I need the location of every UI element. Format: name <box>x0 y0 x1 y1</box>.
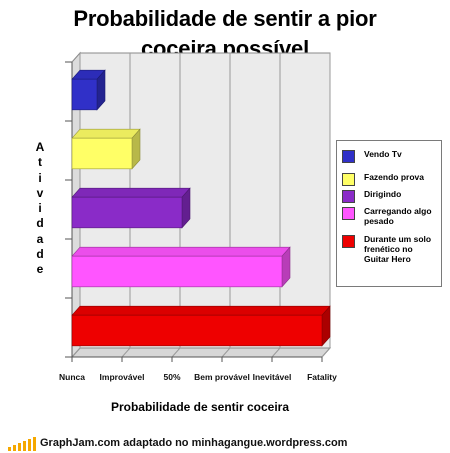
x-tick-label: Fatality <box>307 372 337 382</box>
floor-gridline <box>321 347 331 358</box>
legend-label: Fazendo prova <box>364 172 444 182</box>
x-tick-label: 50% <box>163 372 180 382</box>
legend-swatch <box>342 235 355 248</box>
floor-gridline <box>271 347 281 358</box>
legend-label: Vendo Tv <box>364 149 444 159</box>
legend-label-line: Carregando algo <box>364 206 432 216</box>
legend-label-line: Guitar Hero <box>364 254 411 264</box>
legend-label-line: Vendo Tv <box>364 149 402 159</box>
bar <box>71 196 183 229</box>
x-axis-label: Probabilidade de sentir coceira <box>110 400 290 414</box>
y-axis-label-letter: v <box>36 185 44 200</box>
legend-label: Durante um solo frenético no Guitar Hero <box>364 234 444 264</box>
x-tick-label: Bem provável <box>194 372 250 382</box>
y-axis-label-letter: d <box>36 247 44 262</box>
bar-top-face <box>71 187 191 198</box>
floor-gridline <box>71 347 81 358</box>
legend-label-line: Durante um solo <box>364 234 432 244</box>
y-axis-label-letter: i <box>38 201 42 216</box>
bar <box>71 314 323 347</box>
y-axis-label-letter: A <box>35 140 45 154</box>
chart-title: Probabilidade de sentir a pior coceira p… <box>0 4 450 64</box>
bar-top-face <box>71 246 291 257</box>
legend-swatch <box>342 150 355 163</box>
legend-label-line: pesado <box>364 216 394 226</box>
x-tick-label: Improvável <box>100 372 145 382</box>
y-axis-label-letter: a <box>36 231 44 246</box>
chart-title-line-1: Probabilidade de sentir a pior <box>73 6 377 31</box>
graphjam-logo-icon <box>8 437 36 451</box>
footer: GraphJam.com adaptado no minhagangue.wor… <box>0 436 450 452</box>
bar <box>71 137 133 170</box>
bar-top-face <box>71 128 141 139</box>
y-axis-label-letter: t <box>38 155 42 170</box>
floor-gridline <box>171 347 181 358</box>
floor-gridline <box>121 347 131 358</box>
legend-label: Carregando algo pesado <box>364 206 444 226</box>
legend-swatch <box>342 190 355 203</box>
legend-label: Dirigindo <box>364 189 444 199</box>
floor-gridline <box>221 347 231 358</box>
x-tick-label: Inevitável <box>253 372 292 382</box>
bar-top-face <box>71 305 331 316</box>
bar <box>71 78 98 111</box>
legend-swatch <box>342 173 355 186</box>
bar <box>71 255 283 288</box>
legend-label-line: frenético no <box>364 244 413 254</box>
chart-legend: Vendo Tv Fazendo prova Dirigindo Carregando… <box>336 140 442 287</box>
y-axis-label-letter: i <box>38 170 42 185</box>
legend-swatch <box>342 207 355 220</box>
footer-credit: GraphJam.com adaptado no minhagangue.wor… <box>40 437 348 449</box>
legend-label-line: Fazendo prova <box>364 172 424 182</box>
legend-label-line: Dirigindo <box>364 189 402 199</box>
y-axis-label-letter: d <box>36 216 44 231</box>
y-axis-label-letter: e <box>36 262 44 277</box>
x-tick-label: Nunca <box>59 372 85 382</box>
plot-floor <box>70 347 332 358</box>
